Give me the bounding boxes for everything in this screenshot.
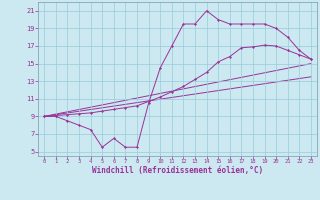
X-axis label: Windchill (Refroidissement éolien,°C): Windchill (Refroidissement éolien,°C) [92,166,263,175]
